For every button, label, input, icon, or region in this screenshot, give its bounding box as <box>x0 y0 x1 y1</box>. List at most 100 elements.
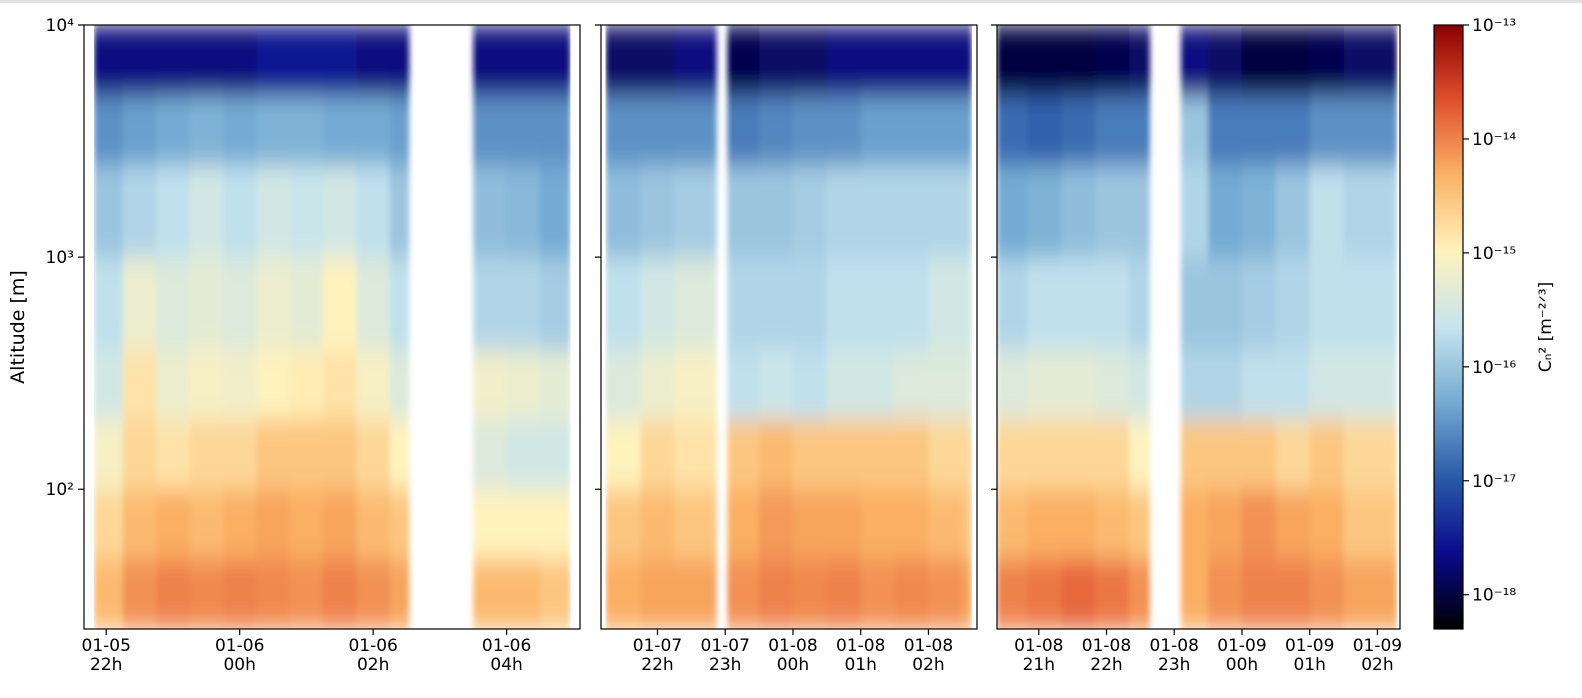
heatmap-cell <box>156 419 191 490</box>
heatmap-cell <box>1129 257 1150 350</box>
heatmap-cell <box>727 164 760 258</box>
heatmap-cell <box>389 94 410 166</box>
heatmap-cell <box>759 164 794 258</box>
heatmap-cell <box>289 25 324 96</box>
heatmap-cell <box>156 257 191 350</box>
heatmap-cell <box>122 94 157 166</box>
heatmap-cell <box>1208 25 1243 96</box>
heatmap-cell <box>156 94 191 166</box>
heatmap-cell <box>506 349 541 420</box>
heatmap-cell <box>759 419 794 490</box>
heatmap-cell <box>674 164 717 258</box>
heatmap-cell <box>640 559 675 630</box>
heatmap-cell <box>389 164 410 258</box>
heatmap-cell <box>1343 489 1378 560</box>
axes-frame <box>996 24 1401 630</box>
heatmap-cell <box>1027 559 1062 630</box>
heatmap-cell <box>962 559 972 630</box>
heatmap-cell <box>289 419 324 490</box>
heatmap-cell <box>792 349 828 420</box>
heatmap-cell <box>1343 559 1378 630</box>
heatmap-cell <box>323 25 357 96</box>
x-tick-label: 01-06 <box>215 636 264 656</box>
heatmap-cell <box>928 257 963 350</box>
heatmap-cell <box>674 349 717 420</box>
heatmap-cell <box>997 489 1028 560</box>
heatmap-cell <box>1181 257 1209 350</box>
heatmap-cell <box>1129 349 1150 420</box>
heatmap-cell <box>539 94 571 166</box>
heatmap-cell <box>640 489 675 560</box>
heatmap-cell <box>356 164 391 258</box>
heatmap-cell <box>997 164 1028 258</box>
heatmap-cell <box>256 419 291 490</box>
heatmap-cell <box>640 164 675 258</box>
heatmap-cell <box>1343 94 1378 166</box>
heatmap-cell <box>1275 489 1311 560</box>
colorbar-tick-label: 10⁻¹³ <box>1472 16 1516 36</box>
x-tick-label: 01-05 <box>82 636 131 656</box>
heatmap-cell <box>1208 257 1243 350</box>
heatmap-cell <box>997 559 1028 630</box>
heatmap-cell <box>256 94 291 166</box>
y-tick-label: 10³ <box>46 248 74 268</box>
heatmap-cell <box>156 164 191 258</box>
heatmap-cell <box>506 25 541 96</box>
heatmap-cell <box>1061 559 1096 630</box>
colorbar-tick-label: 10⁻¹⁶ <box>1472 358 1516 378</box>
x-tick-label: 01-08 <box>1150 636 1199 656</box>
heatmap-cell <box>389 489 410 560</box>
x-tick-label: 00h <box>1226 655 1258 675</box>
heatmap-cell <box>1027 257 1062 350</box>
heatmap-cell <box>389 25 410 96</box>
heatmap-cell <box>997 349 1028 420</box>
heatmap-cell <box>860 349 896 420</box>
y-tick-label: 10² <box>46 480 74 500</box>
heatmap-cell <box>1095 164 1130 258</box>
heatmap-cell <box>506 257 541 350</box>
heatmap-cell <box>1309 164 1345 258</box>
heatmap-cell <box>189 164 224 258</box>
heatmap-cell <box>826 94 862 166</box>
heatmap-cell <box>640 257 675 350</box>
x-tick-label: 22h <box>641 655 673 675</box>
heatmap-cell <box>1208 419 1243 490</box>
heatmap-cell <box>289 559 324 630</box>
heatmap-cell <box>1095 257 1130 350</box>
heatmap-cell <box>189 489 224 560</box>
axes-frame <box>83 24 581 630</box>
x-tick-label: 01-07 <box>701 636 750 656</box>
heatmap-cell <box>1027 419 1062 490</box>
heatmap <box>94 25 571 630</box>
heatmap-cell <box>860 419 896 490</box>
heatmap-cell <box>928 419 963 490</box>
heatmap-cell <box>826 559 862 630</box>
heatmap-cell <box>94 164 124 258</box>
heatmap-cell <box>122 559 157 630</box>
heatmap-cell <box>323 257 357 350</box>
heatmap-cell <box>189 257 224 350</box>
colorbar-tick-label: 10⁻¹⁸ <box>1472 586 1516 606</box>
heatmap <box>605 25 972 630</box>
colorbar <box>1434 25 1463 629</box>
heatmap-cell <box>826 489 862 560</box>
heatmap-cell <box>605 164 642 258</box>
heatmap-cell <box>1241 164 1277 258</box>
heatmap-cell <box>356 25 391 96</box>
heatmap-cell <box>356 94 391 166</box>
heatmap-cell <box>156 559 191 630</box>
heatmap-cell <box>1377 349 1398 420</box>
x-tick-label: 01-08 <box>1014 636 1063 656</box>
heatmap-cell <box>94 419 124 490</box>
heatmap-cell <box>539 489 571 560</box>
heatmap-cell <box>323 419 357 490</box>
heatmap-cell <box>962 349 972 420</box>
heatmap-cell <box>389 559 410 630</box>
heatmap-cell <box>122 164 157 258</box>
heatmap-cell <box>727 559 760 630</box>
heatmap-cell <box>539 559 571 630</box>
heatmap-cell <box>894 94 929 166</box>
x-tick-label: 01-08 <box>836 636 885 656</box>
heatmap-cell <box>1343 25 1378 96</box>
